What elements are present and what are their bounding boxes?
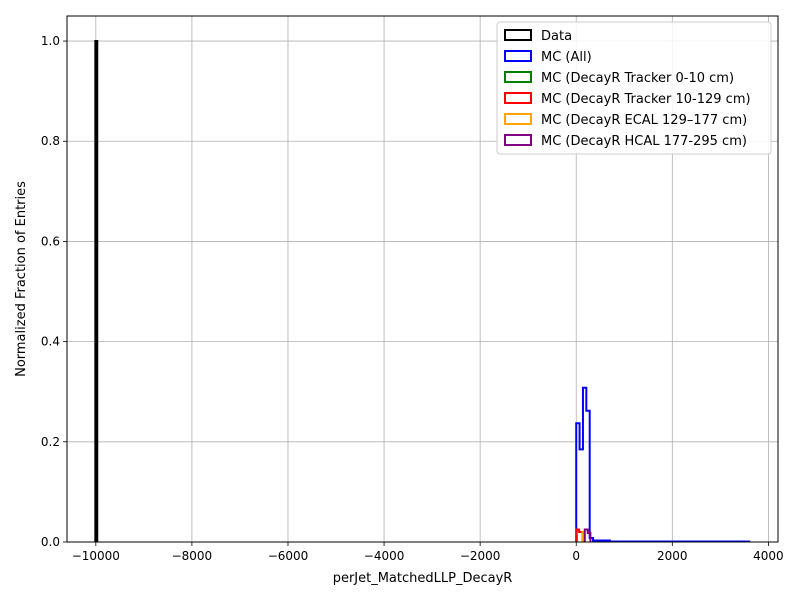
x-axis-label: perJet_MatchedLLP_DecayR <box>333 571 513 586</box>
y-tick-label: 0.0 <box>41 535 60 549</box>
x-tick-label: −10000 <box>72 549 120 563</box>
legend-entry-label: MC (DecayR ECAL 129–177 cm) <box>541 113 747 128</box>
x-tick-label: 2000 <box>657 549 688 563</box>
legend-swatch <box>504 134 532 146</box>
legend-entry-label: MC (DecayR Tracker 0-10 cm) <box>541 71 734 86</box>
x-tick-label: −6000 <box>268 549 309 563</box>
legend-entry-label: MC (DecayR Tracker 10-129 cm) <box>541 92 751 107</box>
legend-entry-label: Data <box>541 29 572 44</box>
y-tick-label: 1.0 <box>41 34 60 48</box>
x-tick-label: −2000 <box>460 549 501 563</box>
y-tick-label: 0.8 <box>41 134 60 148</box>
axis-ticks: −10000 −8000 −6000 −4000 −2000 0 2000 4000 0.0 0.… <box>41 34 784 563</box>
legend-swatch <box>504 50 532 62</box>
legend-swatch <box>504 113 532 125</box>
series-mc-all <box>575 386 751 543</box>
y-tick-label: 0.6 <box>41 234 60 248</box>
plot-frame <box>66 15 779 543</box>
legend-entry-label: MC (All) <box>541 50 592 65</box>
legend-swatch <box>504 71 532 83</box>
y-tick-label: 0.4 <box>41 335 60 349</box>
y-tick-label: 0.2 <box>41 435 60 449</box>
series-data <box>94 40 99 542</box>
legend-entry-label: MC (DecayR HCAL 177-295 cm) <box>541 134 747 149</box>
x-tick-label: −8000 <box>172 549 213 563</box>
legend-swatch <box>504 92 532 104</box>
x-tick-label: −4000 <box>364 549 405 563</box>
histogram-series <box>94 40 751 543</box>
legend: Data MC (All) MC (DecayR Tracker 0-10 cm) M… <box>496 21 772 155</box>
legend-swatch <box>504 29 532 41</box>
x-tick-label: 4000 <box>753 549 784 563</box>
y-axis-label: Normalized Fraction of Entries <box>14 181 29 377</box>
legend-box <box>496 21 772 155</box>
x-tick-label: 0 <box>572 549 580 563</box>
series-mc-decayr-hcal-177-295-cm <box>583 528 592 542</box>
